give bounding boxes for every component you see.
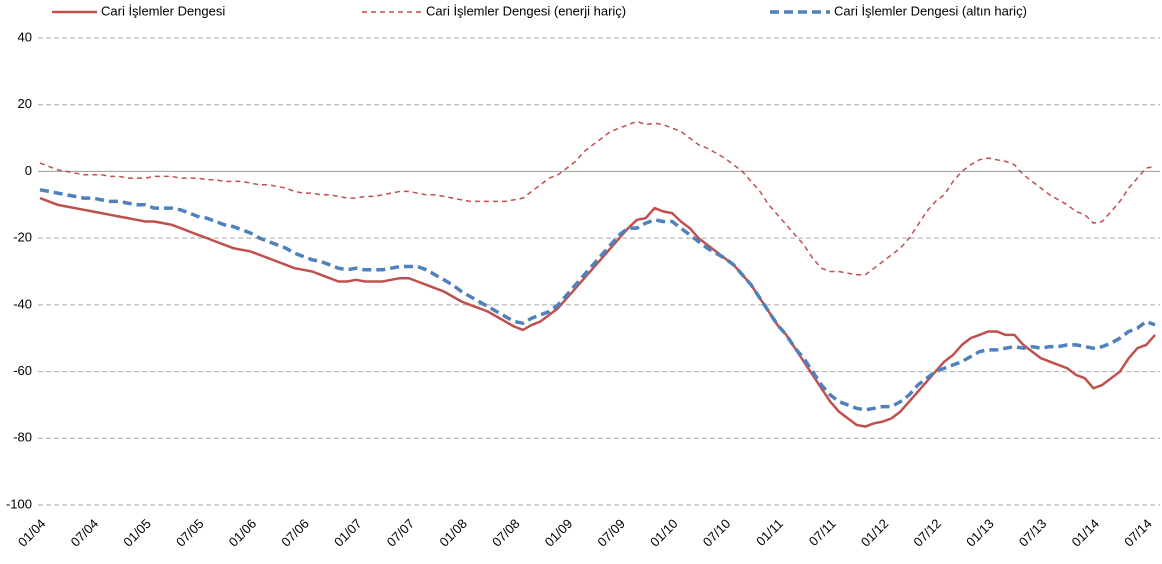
- x-tick-label: 07/07: [384, 516, 418, 550]
- x-tick-label: 01/05: [120, 516, 154, 550]
- series-line: [39, 188, 1156, 412]
- x-tick-label: 01/11: [753, 516, 786, 549]
- x-tick-label: 07/05: [173, 516, 207, 550]
- x-tick-label: 01/07: [331, 516, 365, 550]
- x-tick-label: 01/14: [1068, 516, 1102, 550]
- y-tick-label: -100: [6, 496, 32, 511]
- x-tick-label: 07/12: [910, 516, 944, 550]
- x-tick-label: 01/10: [647, 516, 681, 550]
- x-tick-label: 07/11: [806, 516, 839, 549]
- y-tick-label: -60: [13, 363, 32, 378]
- y-tick-label: -40: [13, 296, 32, 311]
- legend-label: Cari İşlemler Dengesi: [101, 3, 225, 18]
- series-line: [39, 120, 1156, 276]
- series-line: [39, 196, 1156, 428]
- x-tick-label: 07/10: [700, 516, 734, 550]
- x-tick-label: 07/09: [594, 516, 628, 550]
- x-tick-label: 01/09: [542, 516, 576, 550]
- x-tick-label: 07/14: [1121, 516, 1155, 550]
- y-tick-label: 40: [18, 29, 32, 44]
- x-tick-label: 01/08: [436, 516, 470, 550]
- x-tick-label: 07/13: [1016, 516, 1050, 550]
- x-tick-label: 07/08: [489, 516, 523, 550]
- x-tick-label: 07/06: [278, 516, 312, 550]
- x-tick-label: 01/12: [858, 516, 892, 550]
- legend-label: Cari İşlemler Dengesi (altın hariç): [834, 3, 1027, 18]
- x-tick-label: 01/04: [15, 516, 49, 550]
- x-tick-label: 01/06: [226, 516, 260, 550]
- x-tick-label: 07/04: [68, 516, 102, 550]
- y-tick-label: 0: [25, 163, 32, 178]
- legend-label: Cari İşlemler Dengesi (enerji hariç): [426, 3, 626, 18]
- y-tick-label: -80: [13, 430, 32, 445]
- y-tick-label: -20: [13, 230, 32, 245]
- y-tick-label: 20: [18, 96, 32, 111]
- x-tick-label: 01/13: [963, 516, 997, 550]
